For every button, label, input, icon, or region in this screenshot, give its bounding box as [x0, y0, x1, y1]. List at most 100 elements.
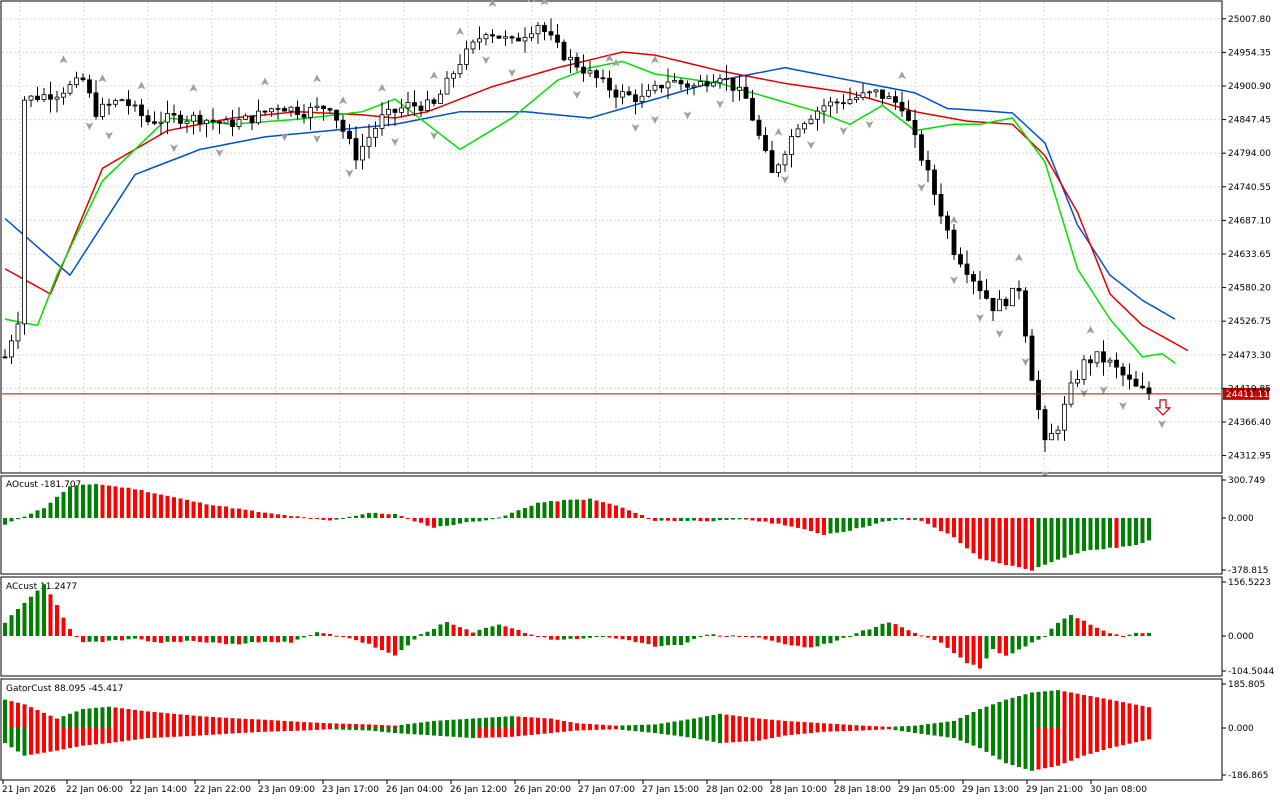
indicator-tick-label: 0.000	[1228, 632, 1254, 642]
histogram-bar-rising	[828, 636, 833, 644]
histogram-bar-falling	[68, 628, 72, 636]
gator-lower-bar-falling	[100, 728, 105, 744]
gator-lower-bar-rising	[22, 728, 27, 756]
gator-lower-bar-falling	[211, 728, 215, 735]
histogram-bar-falling	[139, 636, 144, 640]
histogram-bar-falling	[224, 506, 228, 518]
gator-indicator-label: GatorCust 88.095 -45.417	[6, 684, 123, 694]
histogram-bar-rising	[1049, 518, 1054, 563]
histogram-bar-falling	[932, 636, 937, 641]
histogram-bar-falling	[1004, 518, 1008, 566]
candle-bearish	[340, 119, 346, 132]
fractal-down-marker	[807, 141, 815, 150]
histogram-bar-falling	[211, 505, 215, 518]
candle-bullish	[425, 99, 430, 111]
gator-upper-bar-falling	[887, 726, 891, 728]
candle-bullish	[158, 121, 164, 124]
time-tick-label: 29 Jan 05:00	[898, 785, 955, 795]
gator-lower-bar-falling	[133, 728, 137, 740]
candle-bearish	[958, 254, 963, 265]
candle-bullish	[587, 70, 593, 74]
time-tick-label: 28 Jan 18:00	[834, 785, 891, 795]
time-tick-label: 29 Jan 13:00	[962, 785, 1019, 795]
gator-upper-bar-rising	[87, 708, 92, 728]
histogram-bar-falling	[269, 636, 274, 643]
gator-lower-bar-falling	[269, 728, 274, 732]
ac-panel[interactable]: ACcust 11.2477 156.5223 0.000 -104.5044	[0, 576, 1274, 677]
histogram-bar-rising	[1108, 518, 1112, 548]
main-price-panel[interactable]: 24411.11 25007.80 24954.35 24900.90 24847.4…	[0, 0, 1271, 480]
histogram-bar-falling	[1114, 634, 1119, 636]
gator-upper-bar-falling	[789, 721, 794, 728]
price-tick-label: 24473.30	[1228, 351, 1271, 361]
histogram-bar-falling	[1004, 636, 1008, 656]
histogram-bar-rising	[685, 636, 690, 643]
gator-upper-bar-falling	[874, 726, 878, 728]
gator-upper-bar-falling	[133, 709, 137, 728]
gator-upper-bar-rising	[653, 724, 657, 728]
gator-upper-bar-falling	[172, 713, 176, 728]
histogram-bar-rising	[562, 636, 566, 640]
histogram-bar-rising	[666, 636, 670, 646]
gator-upper-bar-falling	[347, 723, 352, 728]
fractal-down-marker	[1041, 471, 1049, 480]
price-axis: 25007.80 24954.35 24900.90 24847.45 24794.00…	[1222, 15, 1271, 462]
gator-upper-bar-rising	[458, 719, 462, 728]
candle-bearish	[1029, 335, 1035, 381]
histogram-bar-falling	[198, 636, 202, 643]
candle-bullish	[132, 104, 138, 107]
histogram-bar-falling	[146, 492, 150, 518]
gator-panel[interactable]: GatorCust 88.095 -45.417 185.805 0.000 -18…	[0, 678, 1268, 781]
gator-upper-bar-rising	[620, 725, 625, 728]
gator-lower-bar-falling	[1101, 728, 1106, 751]
gator-upper-bar-falling	[770, 719, 774, 728]
indicator-tick-label: -186.865	[1228, 771, 1268, 781]
candle-bearish	[1146, 387, 1152, 395]
gator-upper-bar-rising	[939, 722, 943, 728]
fractal-down-marker	[716, 100, 724, 109]
gator-lower-bar-falling	[529, 728, 534, 735]
histogram-bar-rising	[42, 584, 46, 636]
candle-bullish	[308, 107, 313, 118]
gator-axis: 185.805 0.000 -186.865	[1222, 680, 1268, 781]
gator-lower-bar-falling	[867, 728, 872, 731]
gator-upper-bar-rising	[926, 724, 930, 728]
histogram-bar-rising	[341, 518, 345, 519]
ao-panel[interactable]: AOcust -181.707 300.749 0.000 -378.815	[0, 475, 1268, 576]
histogram-bar-falling	[1114, 518, 1119, 548]
histogram-bar-falling	[666, 518, 670, 521]
fractal-up-marker	[1015, 253, 1023, 262]
gator-lower-bar-rising	[906, 728, 911, 733]
histogram-bar-rising	[308, 635, 313, 637]
gator-upper-bar-falling	[289, 721, 293, 728]
histogram-bar-falling	[776, 518, 781, 524]
histogram-bar-falling	[809, 636, 813, 648]
histogram-bar-falling	[627, 510, 631, 518]
gator-upper-bar-falling	[1095, 697, 1099, 728]
gator-upper-bar-falling	[55, 718, 59, 728]
gator-lower-bar-falling	[1121, 728, 1125, 746]
gator-lower-bar-rising	[679, 728, 683, 737]
histogram-bar-rising	[861, 518, 865, 528]
candle-bullish	[646, 89, 651, 97]
current-price-tag	[1223, 387, 1269, 400]
gator-upper-bar-rising	[685, 719, 690, 728]
histogram-bar-rising	[94, 484, 98, 518]
histogram-bar-falling	[172, 497, 176, 518]
gator-lower-bar-rising	[1010, 728, 1015, 766]
gator-upper-bar-falling	[211, 716, 215, 728]
gator-upper-bar-rising	[406, 724, 410, 728]
candle-bullish	[795, 128, 801, 137]
gator-upper-bar-rising	[698, 717, 703, 728]
gator-upper-bar-falling	[809, 722, 813, 728]
price-tick-label: 24847.45	[1228, 116, 1271, 126]
gator-upper-bar-falling	[516, 716, 521, 728]
gator-lower-bar-rising	[640, 728, 644, 732]
histogram-bar-falling	[81, 636, 85, 643]
gator-lower-bar-falling	[237, 728, 241, 734]
histogram-bar-rising	[107, 636, 111, 641]
gator-upper-bar-falling	[263, 719, 267, 728]
histogram-bar-rising	[516, 510, 521, 518]
histogram-bar-rising	[1147, 632, 1151, 636]
